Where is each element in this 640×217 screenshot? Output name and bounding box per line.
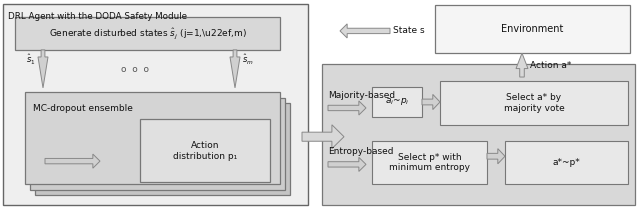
Polygon shape (487, 149, 505, 164)
Polygon shape (328, 157, 366, 171)
Bar (35, 103, 290, 195)
Bar (372, 141, 487, 184)
Text: Environment: Environment (501, 24, 564, 34)
Bar (140, 119, 270, 182)
Text: a*~p*: a*~p* (552, 158, 580, 167)
Bar (30, 98, 285, 190)
Polygon shape (422, 94, 440, 110)
Polygon shape (340, 24, 390, 38)
Text: MC-dropout ensemble: MC-dropout ensemble (33, 104, 133, 113)
Text: Select a* by
majority vote: Select a* by majority vote (504, 93, 564, 113)
Text: $a_i$~$p_i$: $a_i$~$p_i$ (385, 97, 409, 107)
Text: Action
distribution p₁: Action distribution p₁ (173, 141, 237, 161)
Polygon shape (38, 50, 48, 88)
Polygon shape (302, 125, 344, 149)
Polygon shape (516, 53, 528, 77)
Bar (322, 64, 635, 205)
Text: Entropy-based: Entropy-based (328, 147, 394, 156)
Bar (15, 17, 280, 50)
Bar (3, 4, 308, 205)
Polygon shape (230, 50, 240, 88)
Polygon shape (328, 101, 366, 115)
Text: DRL Agent with the DODA Safety Module: DRL Agent with the DODA Safety Module (8, 12, 187, 21)
Bar (372, 87, 422, 117)
Bar (25, 92, 280, 184)
Text: $\hat{s}_1$: $\hat{s}_1$ (26, 53, 36, 67)
Bar (505, 141, 628, 184)
Bar (435, 5, 630, 53)
Text: Majority-based: Majority-based (328, 91, 395, 100)
Text: State s: State s (393, 26, 424, 35)
Text: Generate disturbed states $\hat{s}_j$ (j=1,\u22ef,m): Generate disturbed states $\hat{s}_j$ (j… (49, 26, 246, 41)
Text: o  o  o: o o o (121, 65, 149, 74)
Bar (440, 81, 628, 125)
Polygon shape (45, 154, 100, 168)
Text: Select p* with
minimum entropy: Select p* with minimum entropy (389, 153, 470, 173)
Text: $\hat{s}_m$: $\hat{s}_m$ (242, 53, 254, 67)
Text: Action a*: Action a* (530, 61, 572, 70)
